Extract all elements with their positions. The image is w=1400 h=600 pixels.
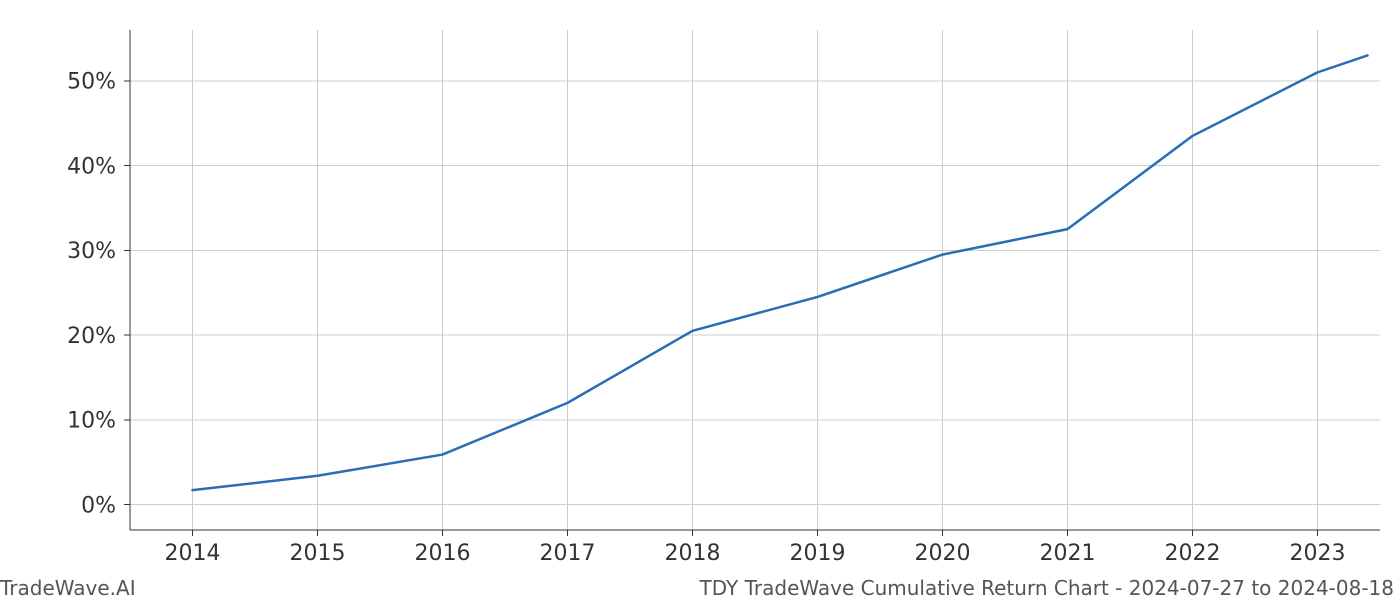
y-tick-label: 40% <box>67 154 116 179</box>
series-line-cumulative_return <box>193 55 1368 490</box>
x-tick-label: 2019 <box>790 541 846 566</box>
x-tick-label: 2020 <box>915 541 971 566</box>
watermark-left: TradeWave.AI <box>0 576 136 600</box>
line-chart: 2014 2015 2016 2017 2018 2019 2020 2021 2022 2023… <box>0 0 1400 600</box>
watermark-right: TDY TradeWave Cumulative Return Chart - … <box>700 576 1394 600</box>
x-tick-label: 2021 <box>1040 541 1096 566</box>
y-tick-label: 20% <box>67 324 116 349</box>
x-tick-label: 2018 <box>665 541 721 566</box>
x-tick-label: 2022 <box>1165 541 1221 566</box>
x-tick-label: 2016 <box>415 541 471 566</box>
x-tick-label: 2023 <box>1290 541 1346 566</box>
y-tick-label: 0% <box>81 493 116 518</box>
x-tick-label: 2015 <box>290 541 346 566</box>
x-tick-label: 2017 <box>540 541 596 566</box>
x-tick-label: 2014 <box>165 541 221 566</box>
y-tick-label: 50% <box>67 70 116 95</box>
y-tick-label: 10% <box>67 409 116 434</box>
chart-container: 2014 2015 2016 2017 2018 2019 2020 2021 2022 2023… <box>0 0 1400 600</box>
y-tick-label: 30% <box>67 239 116 264</box>
